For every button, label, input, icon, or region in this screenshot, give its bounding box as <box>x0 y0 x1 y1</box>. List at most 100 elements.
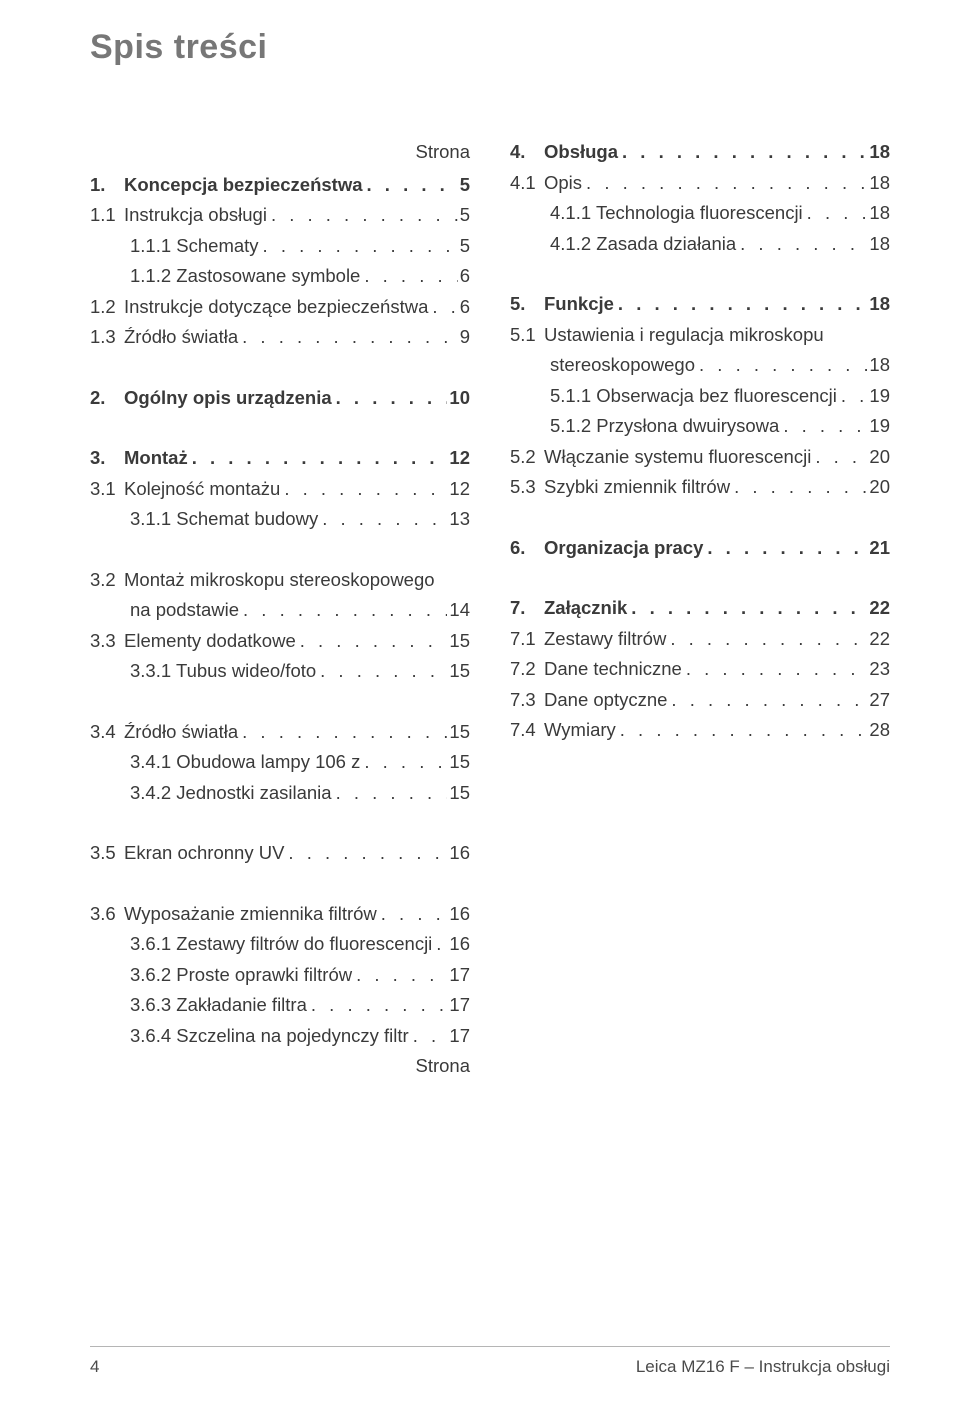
toc-entry-page: 16 <box>447 899 470 930</box>
toc-entry: 3.6.4 Szczelina na pojedynczy filtr 17 <box>90 1021 470 1052</box>
toc-entry-page: 28 <box>867 715 890 746</box>
toc-leader <box>631 593 867 624</box>
column-footer-strona: Strona <box>90 1051 470 1082</box>
toc-entry-body: Dane optyczne27 <box>544 685 890 716</box>
toc-entry: 4.1.2 Zasada działania 18 <box>510 229 890 260</box>
toc-entry: 7.Załącznik22 <box>510 593 890 624</box>
toc-entry-page: 18 <box>867 350 890 381</box>
toc-entry-text: Dane optyczne <box>544 685 671 716</box>
toc-leader <box>671 685 867 716</box>
toc-entry-number: 7.2 <box>510 654 544 685</box>
toc-entry: 5.1.1 Obserwacja bez fluorescencji19 <box>510 381 890 412</box>
toc-entry: 3.4.2 Jednostki zasilania15 <box>90 778 470 809</box>
toc-entry-text: 4.1.2 Zasada działania <box>550 229 740 260</box>
toc-leader <box>783 411 867 442</box>
toc-entry-text: Załącznik <box>544 593 631 624</box>
toc-leader <box>242 717 447 748</box>
toc-entry-number: 3.6 <box>90 899 124 930</box>
toc-entry-body: Organizacja pracy21 <box>544 533 890 564</box>
toc-entry-body: Kolejność montażu 12 <box>124 474 470 505</box>
toc-entry-page: 5 <box>458 231 470 262</box>
toc-entry: 5.1.2 Przysłona dwuirysowa19 <box>510 411 890 442</box>
toc-entry-text: Włączanie systemu fluorescencji <box>544 442 815 473</box>
toc-entry-number: 1. <box>90 170 124 201</box>
toc-leader <box>436 929 447 960</box>
toc-entry-text: Kolejność montażu <box>124 474 284 505</box>
toc-entry-text: 3.4.1 Obudowa lampy 106 z <box>130 747 364 778</box>
toc-entry-page: 20 <box>867 472 890 503</box>
toc-entry-number: 5.1 <box>510 320 544 351</box>
toc-entry-page: 18 <box>867 168 890 199</box>
toc-entry-text: 3.6.4 Szczelina na pojedynczy filtr <box>130 1021 413 1052</box>
toc-entry-number: 4. <box>510 137 544 168</box>
toc-entry: 3.6.1 Zestawy filtrów do fluorescencji16 <box>90 929 470 960</box>
toc-column-right: 4.Obsługa184.1Opis184.1.1 Technologia fl… <box>510 137 890 1082</box>
toc-entry-page: 12 <box>447 443 470 474</box>
toc-entry-text: Dane techniczne <box>544 654 686 685</box>
toc-gap <box>90 353 470 383</box>
toc-entry-page: 23 <box>867 654 890 685</box>
toc-entry-page: 5 <box>458 200 470 231</box>
toc-entry-body: na podstawie14 <box>130 595 470 626</box>
toc-entry-body: Ekran ochronny UV16 <box>124 838 470 869</box>
toc-entry-page: 18 <box>867 229 890 260</box>
toc-entry-number: 4.1 <box>510 168 544 199</box>
toc-entry: 3.3Elementy dodatkowe15 <box>90 626 470 657</box>
toc-leader <box>263 231 458 262</box>
toc-entry-body: 3.6.3 Zakładanie filtra17 <box>130 990 470 1021</box>
toc-entry-text: Opis <box>544 168 586 199</box>
toc-entry-body: Wymiary28 <box>544 715 890 746</box>
toc-leader <box>322 504 447 535</box>
toc-entry-text: Organizacja pracy <box>544 533 707 564</box>
toc-entry-text: Ustawienia i regulacja mikroskopu <box>544 320 828 351</box>
toc-entry: 5.1Ustawienia i regulacja mikroskopu <box>510 320 890 351</box>
toc-entry: 3.1.1 Schemat budowy13 <box>90 504 470 535</box>
toc-entry: 3.Montaż12 <box>90 443 470 474</box>
toc-leader <box>586 168 867 199</box>
toc-gap <box>510 503 890 533</box>
toc-entry-page: 18 <box>867 198 890 229</box>
toc-entry: 1.Koncepcja bezpieczeństwa5 <box>90 170 470 201</box>
toc-entry-page: 6 <box>458 261 470 292</box>
toc-entry-page: 10 <box>447 383 470 414</box>
toc-entry-body: Montaż mikroskopu stereoskopowego <box>124 565 470 596</box>
toc-entry-page: 15 <box>447 747 470 778</box>
toc-entry-body: 3.4.2 Jednostki zasilania15 <box>130 778 470 809</box>
toc-entry-body: Obsługa18 <box>544 137 890 168</box>
toc-entry: 3.6.2 Proste oprawki filtrów17 <box>90 960 470 991</box>
toc-entry-number: 6. <box>510 533 544 564</box>
toc-entry-page: 17 <box>447 1021 470 1052</box>
toc-entry-text: Funkcje <box>544 289 618 320</box>
toc-entry: 4.1.1 Technologia fluorescencji18 <box>510 198 890 229</box>
toc-entry-text: Zestawy filtrów <box>544 624 670 655</box>
toc-entry-page: 15 <box>447 626 470 657</box>
toc-entry: 1.1.1 Schematy 5 <box>90 231 470 262</box>
toc-leader <box>686 654 868 685</box>
toc-gap <box>90 413 470 443</box>
toc-entry: 7.1Zestawy filtrów22 <box>510 624 890 655</box>
toc-entry: 3.5Ekran ochronny UV16 <box>90 838 470 869</box>
toc-entry-page: 19 <box>867 411 890 442</box>
footer-row: 4 Leica MZ16 F – Instrukcja obsługi <box>90 1357 890 1377</box>
toc-leader <box>364 747 447 778</box>
toc-entry-page: 22 <box>867 624 890 655</box>
toc-leader <box>243 595 447 626</box>
toc-entry-page: 19 <box>867 381 890 412</box>
toc-entry-page: 14 <box>447 595 470 626</box>
toc-entry: 1.1.2 Zastosowane symbole6 <box>90 261 470 292</box>
toc-leader <box>807 198 868 229</box>
toc-entry: 1.3Źródło światła9 <box>90 322 470 353</box>
toc-entry-body: Ogólny opis urządzenia10 <box>124 383 470 414</box>
toc-entry-text: 1.1.1 Schematy <box>130 231 263 262</box>
toc-entry-number: 7.3 <box>510 685 544 716</box>
toc-leader <box>740 229 867 260</box>
column-header-strona: Strona <box>90 137 470 168</box>
toc-entry-text: 3.6.2 Proste oprawki filtrów <box>130 960 356 991</box>
toc-entry-page: 12 <box>447 474 470 505</box>
toc-entry-number: 7.4 <box>510 715 544 746</box>
toc-entry-number: 2. <box>90 383 124 414</box>
toc-leader <box>284 474 447 505</box>
toc-entry-body: Montaż12 <box>124 443 470 474</box>
toc-entry: 3.3.1 Tubus wideo/foto15 <box>90 656 470 687</box>
toc-entry-text: stereoskopowego <box>550 350 699 381</box>
